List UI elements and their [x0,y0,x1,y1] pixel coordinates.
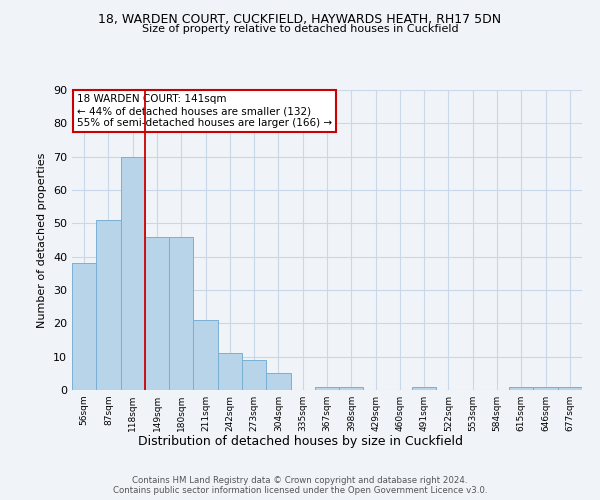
Bar [558,386,582,390]
Bar [145,236,169,390]
Y-axis label: Number of detached properties: Number of detached properties [37,152,47,328]
Text: Size of property relative to detached houses in Cuckfield: Size of property relative to detached ho… [142,24,458,34]
Text: 18, WARDEN COURT, CUCKFIELD, HAYWARDS HEATH, RH17 5DN: 18, WARDEN COURT, CUCKFIELD, HAYWARDS HE… [98,12,502,26]
Bar [315,386,339,390]
Text: 18 WARDEN COURT: 141sqm
← 44% of detached houses are smaller (132)
55% of semi-d: 18 WARDEN COURT: 141sqm ← 44% of detache… [77,94,332,128]
Bar [509,386,533,390]
Bar [121,156,145,390]
Bar [339,386,364,390]
Text: Distribution of detached houses by size in Cuckfield: Distribution of detached houses by size … [137,435,463,448]
Bar [242,360,266,390]
Bar [266,374,290,390]
Bar [218,354,242,390]
Bar [72,264,96,390]
Bar [169,236,193,390]
Text: Contains HM Land Registry data © Crown copyright and database right 2024.
Contai: Contains HM Land Registry data © Crown c… [113,476,487,495]
Bar [533,386,558,390]
Bar [412,386,436,390]
Bar [96,220,121,390]
Bar [193,320,218,390]
